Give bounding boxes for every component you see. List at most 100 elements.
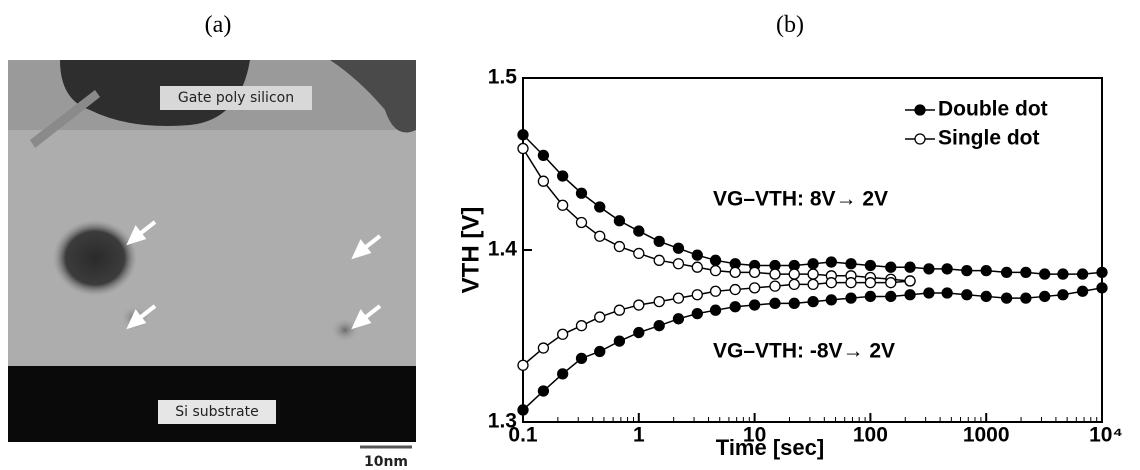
data-point [980, 290, 992, 303]
data-point [709, 264, 722, 277]
data-point [691, 249, 703, 261]
data-point [807, 295, 819, 308]
data-point [1057, 268, 1069, 280]
y-tick-label: 1.5 [488, 66, 518, 89]
substrate-label: Si substrate [175, 404, 259, 420]
data-point [825, 294, 837, 306]
data-point [923, 287, 935, 299]
legend-marker [914, 104, 926, 116]
panel-label: (b) [776, 12, 804, 38]
data-point [1076, 268, 1089, 280]
data-point [537, 385, 550, 397]
data-point [748, 299, 761, 311]
data-point [709, 285, 722, 297]
data-point [691, 261, 703, 273]
data-point [557, 199, 569, 211]
data-point [864, 290, 877, 303]
data-point [825, 256, 837, 268]
data-point [594, 201, 606, 213]
legend-label: Single dot [938, 127, 1040, 150]
data-point [672, 292, 685, 304]
data-point [845, 258, 857, 270]
data-point [904, 261, 916, 273]
data-point [575, 320, 588, 332]
x-tick-label: 10 [743, 424, 766, 447]
data-point [709, 304, 722, 316]
y-tick-label: 1.3 [488, 410, 517, 433]
data-point [885, 290, 897, 303]
data-point [807, 278, 819, 291]
data-point [594, 230, 606, 242]
data-point [594, 345, 606, 358]
data-point [691, 307, 703, 320]
data-point [517, 142, 529, 155]
data-point [594, 311, 606, 323]
data-point [788, 297, 800, 309]
annotation: VG–VTH: -8V→ 2V [713, 340, 895, 363]
data-point [1057, 289, 1069, 301]
data-point [1039, 268, 1051, 280]
data-point [633, 225, 645, 237]
data-point [941, 263, 953, 275]
data-point [537, 149, 550, 162]
annotation: VG–VTH: 8V→ 2V [713, 188, 888, 211]
data-point [729, 266, 741, 279]
data-point [517, 129, 529, 141]
data-point [729, 301, 741, 313]
data-point [1000, 266, 1013, 279]
data-point [788, 278, 800, 291]
data-point [769, 297, 781, 309]
data-point [575, 187, 588, 199]
data-point [864, 259, 877, 272]
data-point [537, 342, 550, 354]
scale-bar-label: 10nm [364, 454, 408, 470]
data-point [557, 368, 569, 380]
x-tick-label: 1000 [963, 424, 1010, 447]
x-tick-label: 10⁴ [1089, 424, 1123, 447]
x-axis-label: Time [sec] [716, 435, 824, 460]
data-point [613, 215, 626, 227]
data-point [575, 216, 588, 229]
legend-label: Double dot [938, 98, 1048, 121]
data-point [517, 359, 529, 371]
panel-label: (a) [205, 12, 232, 38]
data-point [653, 235, 665, 248]
data-point [748, 282, 761, 294]
data-point [941, 287, 953, 299]
tem-image [8, 60, 416, 449]
data-point [633, 247, 645, 260]
data-point [613, 335, 626, 347]
data-point [1096, 282, 1108, 294]
data-point [537, 175, 550, 187]
data-point [672, 258, 685, 270]
data-point [845, 277, 857, 289]
data-point [557, 170, 569, 182]
data-point [709, 254, 722, 266]
data-point [613, 240, 626, 253]
data-point [1020, 266, 1032, 279]
data-point [961, 289, 973, 301]
y-tick-label: 1.4 [488, 238, 518, 261]
data-point [864, 277, 877, 289]
data-point [691, 289, 703, 301]
data-point [517, 404, 529, 416]
data-point [825, 277, 837, 289]
data-point [845, 292, 857, 304]
data-point [885, 277, 897, 289]
data-point [653, 295, 665, 308]
data-point [807, 268, 819, 280]
data-point [885, 261, 897, 273]
data-point [1000, 292, 1013, 304]
data-point [653, 254, 665, 266]
x-tick-label: 100 [853, 424, 888, 447]
data-point [961, 264, 973, 277]
data-point [788, 268, 800, 280]
data-point [769, 268, 781, 280]
data-point [748, 266, 761, 279]
data-point [672, 313, 685, 325]
data-point [904, 275, 916, 287]
legend-marker [914, 133, 926, 145]
data-point [1096, 266, 1108, 279]
data-point [1020, 292, 1032, 304]
